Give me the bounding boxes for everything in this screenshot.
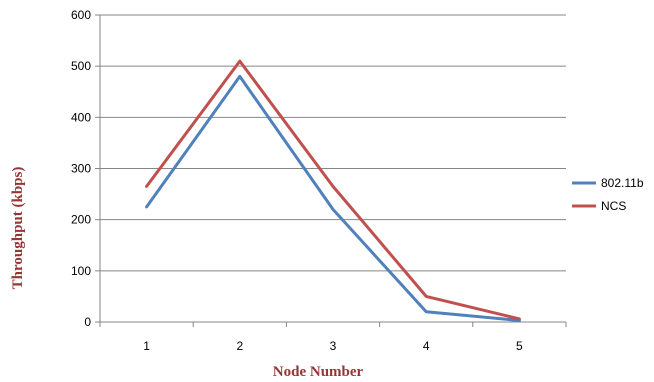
- series-lines: [145, 59, 521, 322]
- series-line-ncs: [145, 59, 521, 321]
- y-tick-label: 500: [71, 59, 91, 73]
- x-axis-ticks: 1 2 3 4 5: [99, 322, 567, 353]
- x-tick-label: 4: [423, 339, 430, 353]
- legend-label: 802.11b: [601, 176, 644, 190]
- legend-label: NCS: [601, 199, 626, 213]
- y-tick-label: 200: [71, 213, 91, 227]
- y-tick-label: 100: [71, 264, 91, 278]
- grid-lines: [100, 14, 566, 272]
- legend: 802.11b NCS: [572, 176, 644, 213]
- x-tick-label: 3: [330, 339, 337, 353]
- x-tick-label: 2: [236, 339, 243, 353]
- y-tick-label: 300: [71, 162, 91, 176]
- y-tick-label: 400: [71, 110, 91, 124]
- x-tick-label: 5: [516, 339, 523, 353]
- y-tick-label: 0: [84, 315, 91, 329]
- x-tick-label: 1: [143, 339, 150, 353]
- series-line-802-11b: [145, 74, 521, 322]
- y-axis-ticks: 0 100 200 300 400 500 600: [71, 8, 100, 329]
- y-tick-label: 600: [71, 8, 91, 22]
- y-axis-title: Throughput (kbps): [10, 167, 26, 290]
- x-axis-title: Node Number: [273, 364, 364, 380]
